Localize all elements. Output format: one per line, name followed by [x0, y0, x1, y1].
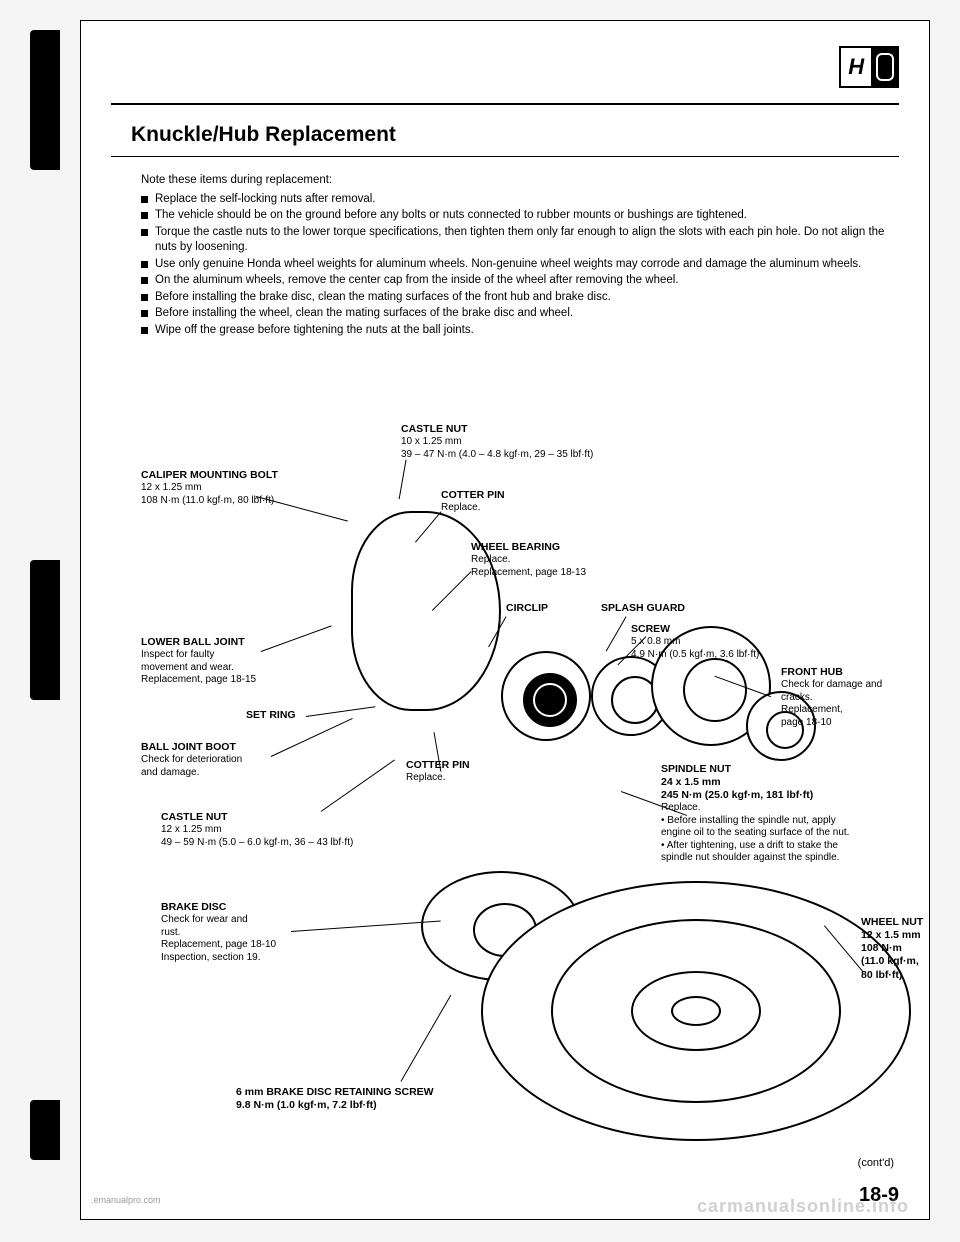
label-title: COTTER PIN: [441, 489, 561, 502]
label-line: (11.0 kgf·m,: [861, 955, 951, 968]
label-line: Replacement,: [781, 704, 941, 717]
label-spindle-nut: SPINDLE NUT 24 x 1.5 mm 245 N·m (25.0 kg…: [661, 763, 921, 865]
label-castle-nut-top: CASTLE NUT 10 x 1.25 mm 39 – 47 N·m (4.0…: [401, 423, 661, 461]
leader-line: [400, 995, 451, 1082]
label-screw: SCREW 5 x 0.8 mm 4.9 N·m (0.5 kgf·m, 3.6…: [631, 623, 831, 661]
label-line: 80 lbf·ft): [861, 969, 951, 982]
label-line: page 18-10: [781, 717, 941, 730]
brand-logo-icon: [873, 48, 897, 86]
label-line: spindle nut shoulder against the spindle…: [661, 852, 921, 865]
binder-hole: [30, 1100, 60, 1160]
label-caliper-bolt: CALIPER MOUNTING BOLT 12 x 1.25 mm 108 N…: [141, 469, 321, 507]
label-cotter-pin-top: COTTER PIN Replace.: [441, 489, 561, 515]
label-line: movement and wear.: [141, 662, 291, 675]
label-title: WHEEL NUT: [861, 916, 951, 929]
notes-intro: Note these items during replacement:: [141, 173, 889, 189]
hub-center: [671, 996, 721, 1026]
label-line: Inspect for faulty: [141, 649, 291, 662]
label-line: Inspection, section 19.: [161, 952, 341, 965]
label-title: CASTLE NUT: [161, 811, 421, 824]
label-title: CASTLE NUT: [401, 423, 661, 436]
label-line: 108 N·m: [861, 942, 951, 955]
label-line: Replace.: [441, 502, 561, 515]
label-set-ring: SET RING: [246, 709, 296, 722]
note-item: Replace the self-locking nuts after remo…: [141, 192, 889, 208]
label-title: SPINDLE NUT: [661, 763, 921, 776]
label-wheel-bearing: WHEEL BEARING Replace. Replacement, page…: [471, 541, 651, 579]
label-line: cracks.: [781, 692, 941, 705]
watermark: carmanualsonline.info: [697, 1196, 909, 1217]
label-line: • Before installing the spindle nut, app…: [661, 815, 921, 828]
label-ball-joint-boot: BALL JOINT BOOT Check for deterioration …: [141, 741, 301, 779]
label-retaining-screw: 6 mm BRAKE DISC RETAINING SCREW 9.8 N·m …: [236, 1086, 496, 1112]
label-brake-disc: BRAKE DISC Check for wear and rust. Repl…: [161, 901, 341, 964]
label-line: Check for deterioration: [141, 754, 301, 767]
label-lower-ball-joint: LOWER BALL JOINT Inspect for faulty move…: [141, 636, 291, 687]
label-line: 24 x 1.5 mm: [661, 776, 921, 789]
brand-logo: H: [839, 46, 899, 88]
rule-top: [111, 103, 899, 105]
label-title: SCREW: [631, 623, 831, 636]
brand-logo-letter: H: [841, 48, 873, 86]
label-line: Check for damage and: [781, 679, 941, 692]
label-line: 49 – 59 N·m (5.0 – 6.0 kgf·m, 36 – 43 lb…: [161, 837, 421, 850]
label-title: 6 mm BRAKE DISC RETAINING SCREW: [236, 1086, 496, 1099]
page-title: Knuckle/Hub Replacement: [131, 123, 396, 147]
label-line: rust.: [161, 927, 341, 940]
label-line: Replacement, page 18-10: [161, 939, 341, 952]
label-line: 4.9 N·m (0.5 kgf·m, 3.6 lbf·ft): [631, 649, 831, 662]
bearing-shape: [501, 651, 591, 741]
label-line: Replace.: [661, 802, 921, 815]
label-line: 5 x 0.8 mm: [631, 636, 831, 649]
replacement-notes: Note these items during replacement: Rep…: [141, 173, 889, 339]
label-title: SET RING: [246, 709, 296, 722]
note-item: Before installing the brake disc, clean …: [141, 290, 889, 306]
notes-list: Replace the self-locking nuts after remo…: [141, 192, 889, 339]
footer-source: .emanualpro.com: [91, 1195, 161, 1205]
label-title: LOWER BALL JOINT: [141, 636, 291, 649]
label-line: Check for wear and: [161, 914, 341, 927]
label-line: 245 N·m (25.0 kgf·m, 181 lbf·ft): [661, 789, 921, 802]
label-title: FRONT HUB: [781, 666, 941, 679]
label-title: BALL JOINT BOOT: [141, 741, 301, 754]
page: H Knuckle/Hub Replacement Note these ite…: [80, 20, 930, 1220]
label-line: Replace.: [471, 554, 651, 567]
label-castle-nut-mid: CASTLE NUT 12 x 1.25 mm 49 – 59 N·m (5.0…: [161, 811, 421, 849]
label-line: 39 – 47 N·m (4.0 – 4.8 kgf·m, 29 – 35 lb…: [401, 449, 661, 462]
label-line: 108 N·m (11.0 kgf·m, 80 lbf·ft): [141, 495, 321, 508]
label-line: 12 x 1.5 mm: [861, 929, 951, 942]
continued-marker: (cont'd): [858, 1157, 894, 1169]
label-title: CALIPER MOUNTING BOLT: [141, 469, 321, 482]
label-cotter-pin-mid: COTTER PIN Replace.: [406, 759, 526, 785]
note-item: The vehicle should be on the ground befo…: [141, 208, 889, 224]
label-title: COTTER PIN: [406, 759, 526, 772]
label-title: WHEEL BEARING: [471, 541, 651, 554]
note-item: Wipe off the grease before tightening th…: [141, 323, 889, 339]
exploded-diagram: CALIPER MOUNTING BOLT 12 x 1.25 mm 108 N…: [141, 441, 931, 1161]
note-item: Torque the castle nuts to the lower torq…: [141, 225, 889, 256]
label-line: • After tightening, use a drift to stake…: [661, 840, 921, 853]
label-circlip: CIRCLIP: [506, 602, 548, 615]
label-wheel-nut: WHEEL NUT 12 x 1.5 mm 108 N·m (11.0 kgf·…: [861, 916, 951, 982]
label-line: 10 x 1.25 mm: [401, 436, 661, 449]
note-item: On the aluminum wheels, remove the cente…: [141, 273, 889, 289]
label-front-hub: FRONT HUB Check for damage and cracks. R…: [781, 666, 941, 729]
binder-tabs: [10, 0, 80, 1200]
label-title: BRAKE DISC: [161, 901, 341, 914]
label-line: and damage.: [141, 767, 301, 780]
label-line: 12 x 1.25 mm: [161, 824, 421, 837]
label-line: Replacement, page 18-13: [471, 567, 651, 580]
label-line: engine oil to the seating surface of the…: [661, 827, 921, 840]
label-title: CIRCLIP: [506, 602, 548, 615]
rule-under-title: [111, 156, 899, 157]
label-line: 9.8 N·m (1.0 kgf·m, 7.2 lbf·ft): [236, 1099, 496, 1112]
label-line: Replacement, page 18-15: [141, 674, 291, 687]
wheel-assembly: [481, 881, 911, 1141]
note-item: Use only genuine Honda wheel weights for…: [141, 257, 889, 273]
label-line: Replace.: [406, 772, 526, 785]
label-splash-guard: SPLASH GUARD: [601, 602, 685, 615]
label-line: 12 x 1.25 mm: [141, 482, 321, 495]
label-title: SPLASH GUARD: [601, 602, 685, 615]
note-item: Before installing the wheel, clean the m…: [141, 306, 889, 322]
